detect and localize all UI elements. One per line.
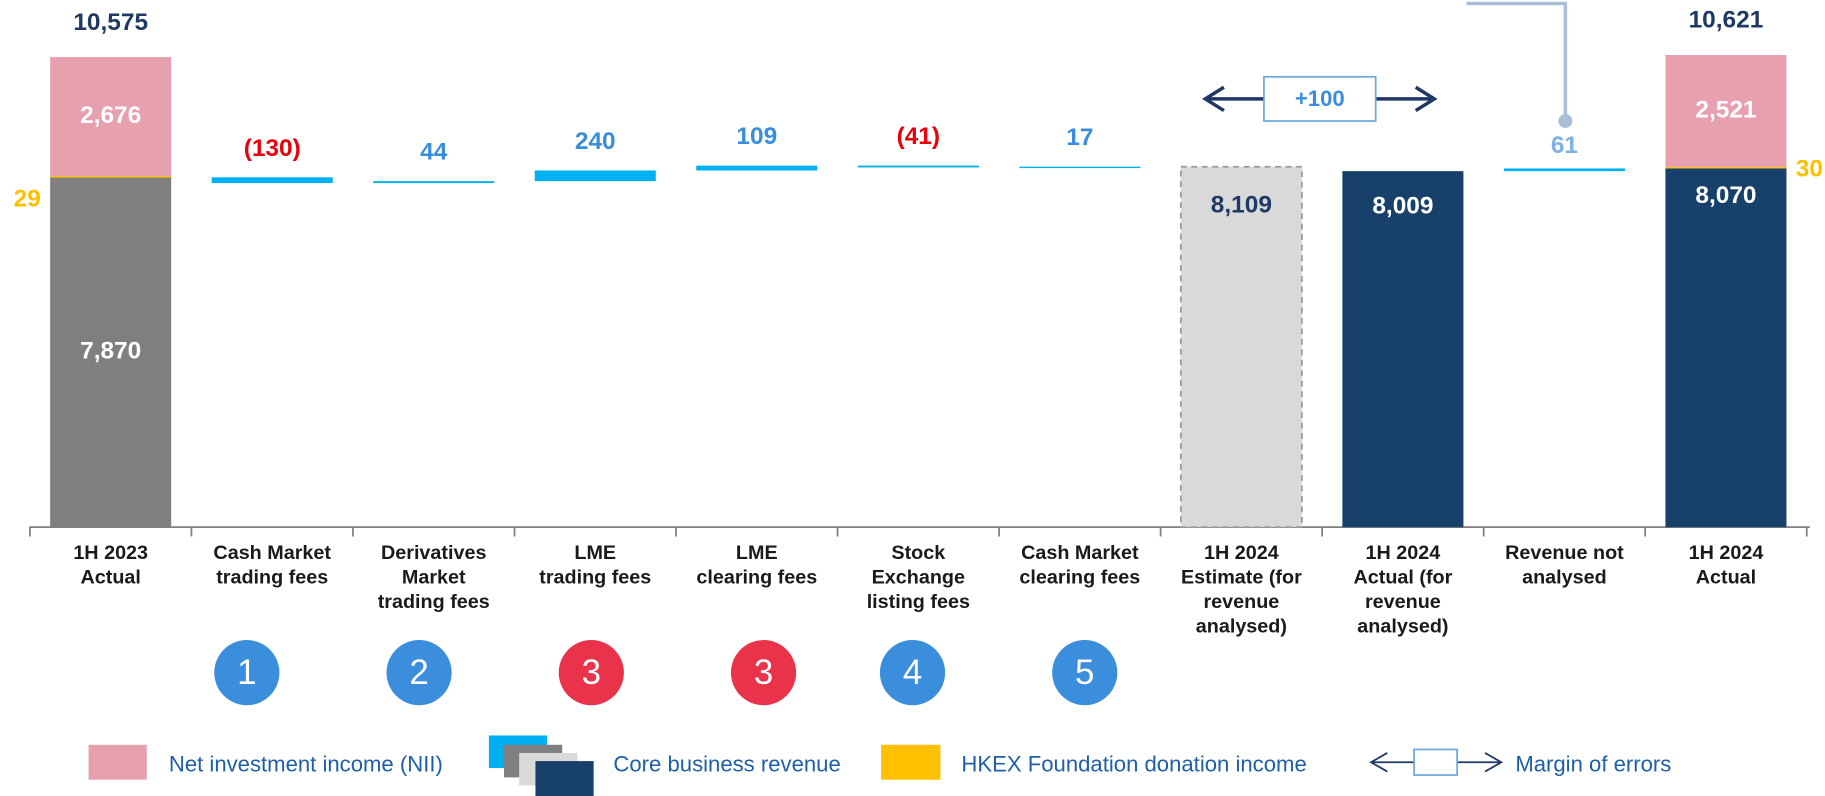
value-label: 240 (575, 128, 616, 155)
x-tick-label: Stock Exchange listing fees (867, 542, 970, 613)
bar (1179, 165, 1303, 529)
value-label: 17 (1066, 124, 1093, 151)
bar (50, 177, 172, 528)
badge (1052, 640, 1118, 706)
badge (214, 640, 280, 706)
legend-swatch (88, 744, 147, 780)
legend-label: HKEX Foundation donation income (961, 752, 1306, 777)
value-label: 61 (1551, 132, 1578, 159)
badge-label: 2 (409, 653, 428, 692)
bar (1503, 168, 1625, 172)
callout-line (1466, 1, 1568, 122)
legend-label: Margin of errors (1515, 752, 1671, 777)
legend-label: Net investment income (NII) (169, 752, 443, 777)
total-label: 10,621 (1689, 7, 1764, 34)
bar (1019, 166, 1141, 169)
badge-label: 5 (1075, 653, 1094, 692)
x-tick-label: Revenue not analysed (1505, 542, 1624, 588)
bar (50, 57, 172, 177)
value-label: 2,521 (1695, 97, 1756, 124)
x-tick-label: Cash Market clearing fees (1019, 542, 1140, 588)
bar (373, 181, 495, 184)
x-tick-label: 1H 2024 Actual (1689, 542, 1764, 588)
callout-dot (1558, 114, 1573, 129)
bar (1342, 171, 1464, 528)
x-tick-label: 1H 2023 Actual (73, 542, 148, 588)
badge-label: 3 (582, 653, 601, 692)
margin-box (1263, 75, 1377, 122)
value-label: 8,009 (1372, 193, 1433, 220)
value-label: 8,109 (1211, 192, 1272, 219)
value-label: 7,870 (80, 338, 141, 365)
x-tick-label: 1H 2024 Actual (for revenue analysed) (1353, 542, 1452, 637)
badge (879, 640, 946, 706)
badge (730, 640, 797, 706)
legend-swatch (881, 744, 941, 780)
value-label: 30 (1796, 156, 1823, 183)
legend-arrow (1369, 748, 1504, 776)
bar (1665, 167, 1787, 169)
arrow-head (1202, 85, 1225, 113)
badge-label: 3 (754, 653, 773, 692)
value-label: 2,676 (80, 102, 141, 129)
value-label: (41) (897, 123, 940, 150)
legend-label: Core business revenue (613, 752, 840, 777)
bar (857, 165, 979, 168)
value-label: 44 (420, 139, 448, 166)
x-tick-label: Derivatives Market trading fees (378, 542, 490, 613)
value-label: 109 (736, 123, 777, 150)
bar (50, 176, 172, 178)
badge (386, 640, 452, 706)
x-tick-label: LME trading fees (539, 542, 651, 588)
value-label: 29 (14, 185, 41, 212)
bar (534, 170, 656, 182)
value-label: 8,070 (1695, 182, 1756, 209)
legend: Net investment income (NII) Core busines… (88, 735, 1671, 796)
bar (211, 177, 333, 184)
legend-swatch (535, 761, 594, 796)
value-label: (130) (244, 135, 301, 162)
badge-label: 1 (237, 653, 256, 692)
total-label: 10,575 (73, 9, 148, 36)
x-tick-label: 1H 2024 Estimate (for revenue analysed) (1181, 542, 1302, 637)
badge (558, 640, 624, 706)
arrow-head (1414, 85, 1438, 113)
x-tick-label: Cash Market trading fees (213, 542, 331, 588)
x-tick-label: LME clearing fees (696, 542, 817, 588)
margin-label: +100 (1295, 86, 1345, 111)
badge-label: 4 (903, 653, 922, 692)
bar (1665, 168, 1787, 528)
bar (696, 165, 818, 171)
bar (1665, 55, 1787, 168)
